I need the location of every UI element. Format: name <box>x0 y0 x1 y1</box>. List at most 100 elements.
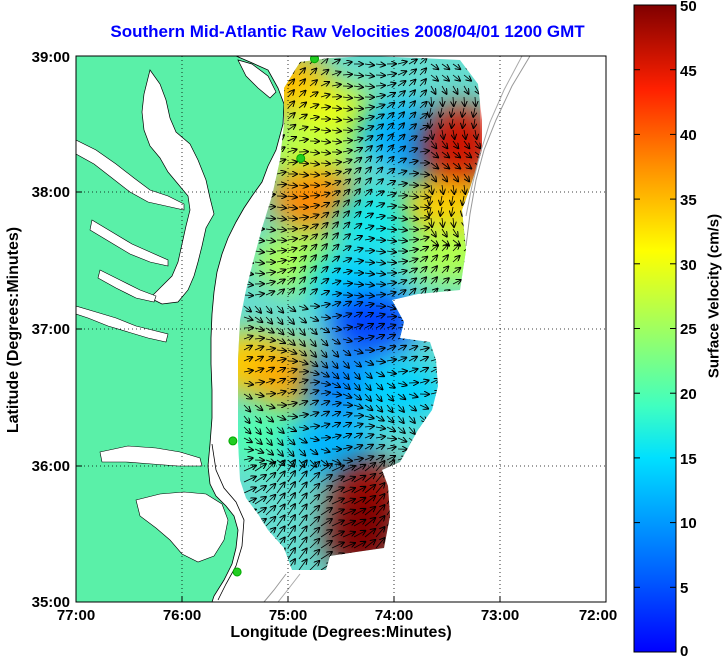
velocity-arrow <box>408 369 418 372</box>
velocity-arrow <box>353 189 360 197</box>
velocity-arrow <box>375 251 385 252</box>
colorbar-tick-label: 50 <box>680 0 697 15</box>
velocity-arrow <box>353 108 363 109</box>
velocity-arrow <box>430 162 438 169</box>
velocity-arrow <box>353 284 363 285</box>
velocity-arrow <box>287 493 295 505</box>
velocity-arrow <box>331 394 341 395</box>
velocity-arrow <box>320 255 327 263</box>
shelf-contour-3 <box>263 573 287 602</box>
velocity-arrow <box>331 349 338 357</box>
velocity-arrow <box>463 74 471 81</box>
velocity-arrow <box>453 85 458 94</box>
x-tick-label: 72:00 <box>579 607 617 624</box>
velocity-arrow <box>254 382 264 383</box>
velocity-arrow <box>419 357 428 361</box>
velocity-arrow <box>320 107 330 108</box>
velocity-arrow <box>298 115 307 119</box>
velocity-arrow <box>408 278 416 285</box>
velocity-arrow <box>397 271 407 273</box>
velocity-arrow <box>298 68 305 76</box>
velocity-arrow <box>309 495 319 505</box>
velocity-arrow <box>287 288 294 296</box>
velocity-arrow <box>441 278 449 285</box>
velocity-arrow <box>386 123 393 131</box>
velocity-arrow <box>298 349 306 356</box>
velocity-arrow <box>298 390 307 394</box>
velocity-arrow <box>397 426 405 433</box>
velocity-arrow <box>331 383 340 387</box>
velocity-arrow <box>309 561 319 570</box>
velocity-arrow <box>331 510 344 516</box>
velocity-arrow <box>408 80 415 87</box>
velocity-arrow <box>320 475 332 483</box>
velocity-arrow <box>298 267 305 274</box>
velocity-arrow <box>298 516 307 527</box>
velocity-arrow <box>353 445 362 449</box>
velocity-arrow <box>364 485 375 494</box>
y-tick-labels: 39:00 38:00 37:00 36:00 35:00 <box>32 49 70 611</box>
james-river <box>76 305 169 343</box>
velocity-arrow <box>265 517 275 527</box>
velocity-arrow <box>386 169 394 175</box>
velocity-arrow <box>254 316 262 322</box>
velocity-arrow <box>309 473 319 483</box>
velocity-arrow <box>287 427 296 431</box>
velocity-arrow <box>419 207 429 208</box>
velocity-arrow <box>298 461 307 472</box>
shelf-contour-2 <box>465 56 523 217</box>
y-tick-label: 38:00 <box>32 184 70 201</box>
velocity-arrow <box>441 63 449 69</box>
velocity-arrow <box>309 92 318 97</box>
velocity-arrow <box>276 279 285 284</box>
velocity-arrow <box>276 379 285 383</box>
velocity-arrow <box>254 294 264 295</box>
velocity-arrow <box>331 412 340 416</box>
velocity-arrow <box>265 506 275 516</box>
velocity-arrow <box>364 146 372 153</box>
albemarle-sound <box>99 445 203 467</box>
velocity-arrow <box>364 86 374 87</box>
velocity-arrow <box>451 206 453 216</box>
velocity-arrow <box>408 229 418 230</box>
velocity-arrow <box>287 338 295 345</box>
velocity-arrow <box>353 382 360 390</box>
velocity-arrow <box>453 96 454 106</box>
potomac-river <box>76 139 185 211</box>
velocity-arrow <box>331 233 338 241</box>
velocity-arrow <box>353 138 363 141</box>
velocity-arrow <box>419 380 429 383</box>
velocity-arrow <box>342 314 351 317</box>
velocity-arrow <box>287 239 297 240</box>
velocity-arrow <box>375 483 385 494</box>
velocity-arrow <box>320 233 327 241</box>
velocity-arrow <box>320 152 330 153</box>
velocity-arrow <box>431 85 436 94</box>
velocity-arrow <box>419 102 427 109</box>
velocity-arrow <box>353 542 365 549</box>
velocity-arrow <box>320 449 330 452</box>
velocity-arrow <box>320 317 330 318</box>
velocity-arrow <box>408 346 417 350</box>
velocity-arrow <box>408 113 415 120</box>
velocity-arrow <box>473 107 475 117</box>
velocity-arrow <box>397 218 407 219</box>
velocity-arrow <box>243 438 252 442</box>
velocity-arrow <box>309 105 318 109</box>
velocity-arrow <box>429 195 431 205</box>
velocity-arrow <box>364 457 373 461</box>
velocity-arrow <box>452 244 459 252</box>
velocity-arrow <box>386 193 396 196</box>
velocity-arrow <box>342 130 352 131</box>
velocity-arrow <box>375 75 385 76</box>
velocity-arrow <box>309 317 318 321</box>
velocity-arrow <box>386 393 393 401</box>
velocity-arrow <box>342 460 352 461</box>
velocity-arrow <box>254 328 264 330</box>
velocity-arrow <box>397 91 405 98</box>
velocity-arrow <box>419 247 428 251</box>
velocity-arrow <box>331 172 341 174</box>
velocity-arrow <box>276 416 285 420</box>
velocity-arrow <box>464 85 469 94</box>
velocity-arrow <box>265 240 275 241</box>
